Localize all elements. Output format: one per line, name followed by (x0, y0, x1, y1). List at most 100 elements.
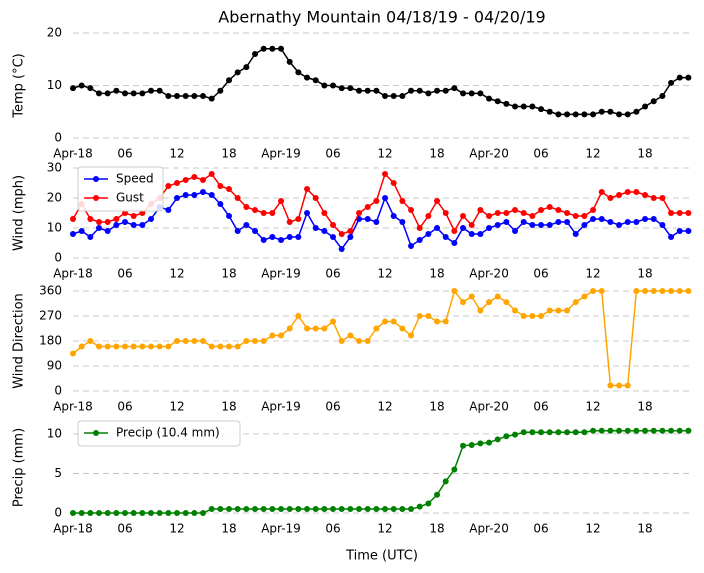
point (312, 325, 319, 332)
y-tick-label: 10 (47, 426, 62, 440)
x-axis-label: Time (UTC) (345, 549, 418, 564)
x-tick-label: 12 (169, 522, 184, 536)
y-tick-label: 0 (54, 384, 62, 398)
point (633, 189, 640, 195)
point (659, 195, 666, 201)
point (555, 429, 562, 436)
x-tick-label: 06 (325, 400, 340, 414)
x-tick-label: 18 (637, 267, 652, 281)
point (685, 210, 692, 216)
point (590, 111, 597, 118)
point (555, 207, 562, 213)
point (347, 234, 354, 240)
point (269, 506, 276, 513)
point (659, 427, 666, 434)
point (139, 343, 146, 350)
point (546, 222, 553, 228)
point (130, 343, 137, 350)
point (685, 74, 692, 81)
point (304, 74, 311, 81)
point (434, 225, 441, 231)
point (130, 510, 137, 516)
point (208, 343, 215, 350)
point (208, 171, 215, 177)
point (676, 288, 683, 294)
point (555, 307, 562, 314)
point (590, 207, 597, 213)
point (113, 343, 120, 350)
point (425, 231, 432, 237)
y-tick-label: 20 (47, 191, 62, 205)
point (529, 429, 536, 436)
point (468, 90, 475, 97)
y-tick-label: 5 (54, 466, 62, 480)
point (321, 228, 328, 234)
point (616, 382, 623, 389)
point (191, 174, 198, 180)
legend-label: Gust (116, 191, 144, 205)
point (546, 204, 553, 210)
point (295, 234, 302, 240)
point (330, 318, 337, 325)
point (78, 510, 85, 516)
point (564, 111, 571, 118)
point (347, 85, 354, 92)
point (659, 93, 666, 99)
x-tick-label: 06 (117, 400, 132, 414)
x-tick-label: 18 (221, 267, 236, 281)
point (78, 82, 85, 89)
point (165, 93, 172, 99)
point (650, 195, 657, 201)
point (217, 201, 224, 207)
point (642, 216, 649, 222)
point (312, 506, 319, 513)
y-tick-label: 180 (39, 334, 62, 348)
x-tick-label: 18 (637, 147, 652, 161)
point (520, 103, 527, 110)
point (486, 225, 493, 231)
point (572, 299, 579, 306)
point (512, 307, 519, 314)
point (122, 90, 129, 97)
point (330, 222, 337, 228)
point (624, 427, 631, 434)
point (668, 427, 675, 434)
point (304, 186, 311, 192)
point (338, 85, 345, 92)
point (650, 427, 657, 434)
x-tick-label: 12 (585, 147, 600, 161)
point (122, 510, 129, 516)
point (503, 210, 510, 216)
point (174, 93, 181, 99)
point (390, 318, 397, 325)
point (304, 506, 311, 513)
point (520, 313, 527, 319)
point (338, 231, 345, 237)
point (468, 231, 475, 237)
point (113, 87, 120, 94)
point (226, 506, 233, 513)
point (390, 213, 397, 219)
point (217, 506, 224, 513)
x-tick-label: 18 (429, 147, 444, 161)
point (520, 219, 527, 225)
point (442, 234, 449, 240)
point (243, 204, 250, 210)
chart-title: Abernathy Mountain 04/18/19 - 04/20/19 (218, 8, 545, 27)
point (252, 207, 259, 213)
point (477, 307, 484, 314)
point (468, 222, 475, 228)
x-tick-label: 12 (585, 522, 600, 536)
point (503, 100, 510, 107)
point (494, 293, 501, 300)
point (122, 343, 129, 350)
point (382, 171, 389, 177)
point (451, 288, 458, 294)
point (460, 90, 467, 97)
point (321, 325, 328, 332)
point (174, 180, 181, 186)
point (616, 111, 623, 118)
x-tick-label: 18 (637, 400, 652, 414)
point (304, 325, 311, 332)
